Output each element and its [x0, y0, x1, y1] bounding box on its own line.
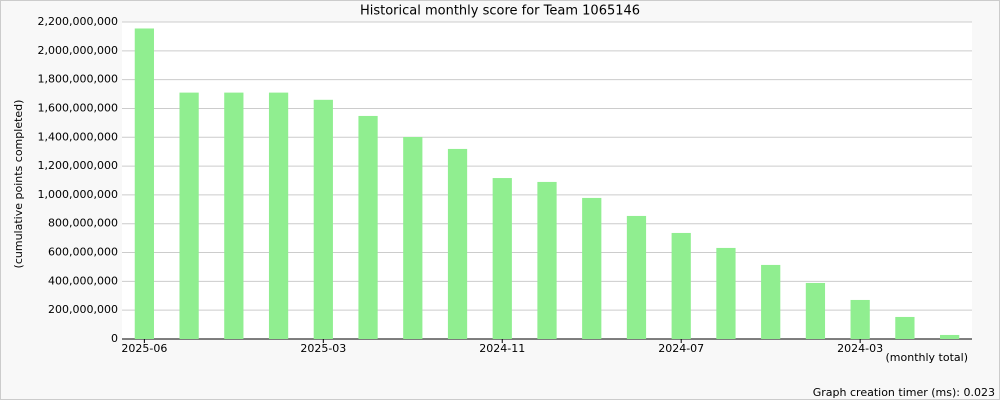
y-tick-label: 800,000,000: [48, 217, 118, 230]
bar: [403, 136, 423, 339]
y-tick-label: 400,000,000: [48, 274, 118, 287]
bar: [224, 92, 244, 339]
y-axis-label: (cumulative points completed): [12, 100, 25, 269]
bar: [761, 264, 781, 339]
x-axis-label: (monthly total): [886, 351, 969, 364]
x-tick-label: 2024-07: [658, 342, 704, 355]
y-tick-label: 1,200,000,000: [38, 159, 118, 172]
y-tick-label: 600,000,000: [48, 246, 118, 259]
bar: [268, 92, 289, 339]
bar: [940, 334, 960, 339]
y-tick-label: 0: [111, 332, 118, 345]
x-tick-label: 2025-03: [300, 342, 346, 355]
y-tick-label: 1,400,000,000: [38, 130, 118, 143]
y-tick-label: 1,800,000,000: [38, 73, 118, 86]
x-tick-label: 2024-11: [479, 342, 525, 355]
bar: [492, 178, 512, 339]
y-tick-label: 200,000,000: [48, 303, 118, 316]
bar: [805, 282, 826, 339]
bar: [313, 99, 333, 340]
y-tick-label: 1,600,000,000: [38, 101, 118, 114]
y-tick-label: 1,000,000,000: [38, 188, 118, 201]
bar: [582, 197, 602, 339]
x-tick-label: 2024-03: [837, 342, 883, 355]
bar: [134, 28, 154, 339]
x-tick-label: 2025-06: [121, 342, 167, 355]
bar: [626, 215, 647, 339]
bar: [671, 232, 691, 339]
footer: Graph creation timer (ms): 0.023: [813, 386, 995, 399]
y-tick-label: 2,200,000,000: [38, 15, 118, 28]
bar: [716, 247, 736, 339]
bar: [447, 148, 468, 339]
chart-title: Historical monthly score for Team 106514…: [360, 4, 640, 19]
bar: [537, 181, 557, 339]
bar: [358, 115, 378, 340]
bar: [179, 92, 199, 339]
bar: [850, 299, 870, 339]
bar: [895, 316, 915, 339]
y-tick-label: 2,000,000,000: [38, 44, 118, 57]
